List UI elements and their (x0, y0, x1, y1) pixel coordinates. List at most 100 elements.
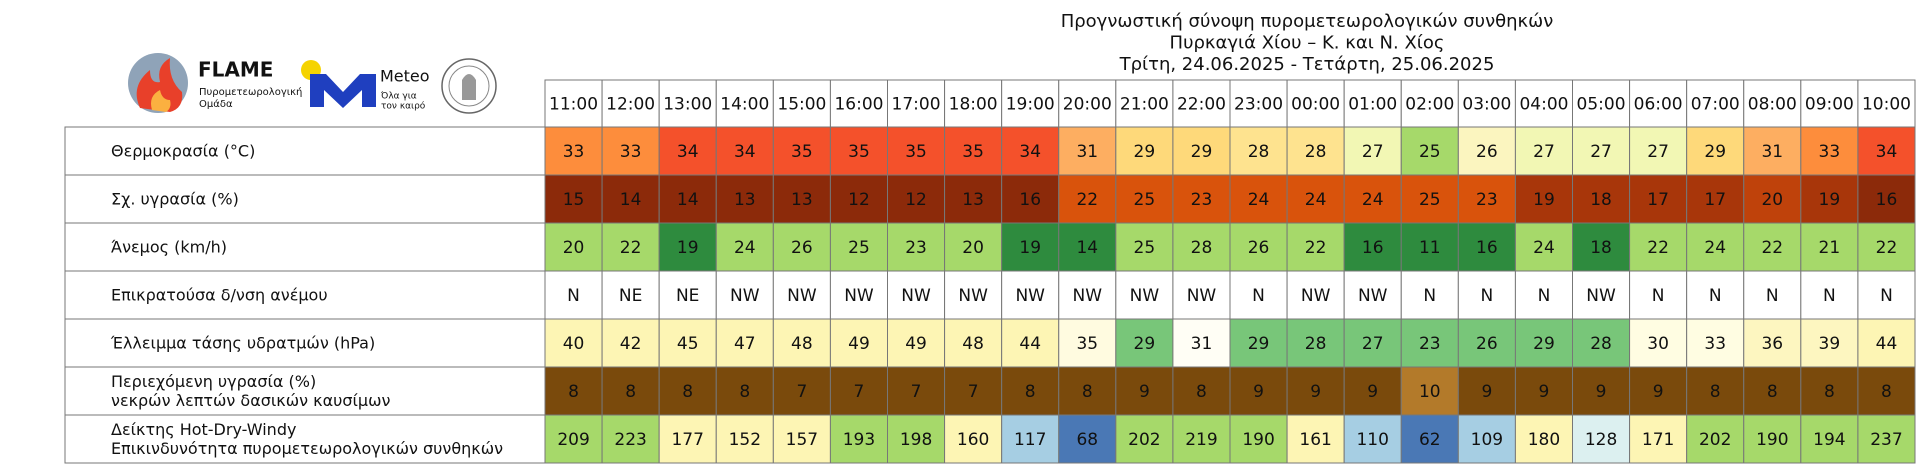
cell-value: 237 (1870, 430, 1902, 450)
cell-value: 7 (968, 382, 979, 402)
cell-value: 23 (905, 238, 927, 258)
row-label-cell (64, 270, 546, 320)
value-cell (887, 222, 946, 272)
cell-value: 24 (734, 238, 756, 258)
meteo-sub: τον καιρό (381, 101, 426, 112)
value-cell (1629, 222, 1688, 272)
value-cell (1400, 174, 1459, 224)
cell-value: 8 (682, 382, 693, 402)
cell-value: 9 (1539, 382, 1550, 402)
cell-value: NW (844, 286, 874, 306)
hour-cell (658, 79, 717, 128)
cell-value: 193 (843, 430, 875, 450)
cell-value: 19 (1819, 190, 1841, 210)
value-cell (1572, 414, 1631, 464)
value-cell (1058, 366, 1117, 416)
value-cell (658, 366, 717, 416)
cell-value: 62 (1419, 430, 1441, 450)
row-label-cell (64, 414, 546, 464)
meteo-sub: Όλα για (380, 91, 417, 102)
cell-value: 35 (905, 142, 927, 162)
hour-cell (1857, 79, 1916, 128)
seal (441, 58, 497, 114)
cell-value: 23 (1419, 334, 1441, 354)
cell-value: 9 (1481, 382, 1492, 402)
value-cell (1286, 366, 1345, 416)
cell-value: 25 (1419, 142, 1441, 162)
cell-value: NW (901, 286, 931, 306)
cell-value: 177 (671, 430, 703, 450)
flame-sub: Πυρομετεωρολογική (199, 86, 302, 98)
value-cell (544, 414, 603, 464)
cell-value: N (1880, 286, 1893, 306)
value-cell (1743, 366, 1802, 416)
cell-value: 68 (1076, 430, 1098, 450)
cell-value: 9 (1139, 382, 1150, 402)
cell-value: NW (1073, 286, 1103, 306)
cell-value: 36 (1761, 334, 1783, 354)
hour-cell (1115, 79, 1174, 128)
value-cell (658, 174, 717, 224)
cell-value: 161 (1299, 430, 1331, 450)
value-cell (772, 318, 831, 368)
cell-value: 152 (729, 430, 761, 450)
value-cell (1286, 414, 1345, 464)
cell-value: 7 (854, 382, 865, 402)
cell-value: 12 (905, 190, 927, 210)
cell-value: NW (958, 286, 988, 306)
cell-value: 47 (734, 334, 756, 354)
cell-value: 15 (563, 190, 585, 210)
cell-value: 27 (1362, 142, 1384, 162)
value-cell (1572, 270, 1631, 320)
hour-cell (1514, 79, 1573, 128)
row-label: Δείκτης Hot-Dry-Windy (111, 420, 296, 439)
cell-value: 25 (1134, 238, 1156, 258)
hour-label: 17:00 (892, 95, 941, 115)
value-cell (829, 414, 889, 464)
cell-value: 157 (786, 430, 818, 450)
value-cell (1686, 222, 1745, 272)
value-cell (544, 270, 603, 320)
value-cell (1229, 366, 1288, 416)
cell-value: 34 (677, 142, 699, 162)
cell-value: 22 (1305, 238, 1327, 258)
row-label: Σχ. υγρασία (%) (111, 190, 239, 209)
value-cell (829, 270, 889, 320)
value-cell (1001, 366, 1060, 416)
value-cell (1286, 126, 1345, 176)
hour-cell (1457, 79, 1516, 128)
cell-value: 8 (1025, 382, 1036, 402)
cell-value: 31 (1076, 142, 1098, 162)
cell-value: 194 (1813, 430, 1845, 450)
value-cell (1572, 126, 1631, 176)
cell-value: 25 (848, 238, 870, 258)
cell-value: N (1766, 286, 1779, 306)
value-cell (1400, 270, 1459, 320)
cell-value: 23 (1476, 190, 1498, 210)
hour-label: 06:00 (1634, 95, 1683, 115)
cell-value: 109 (1471, 430, 1503, 450)
cell-value: 33 (1819, 142, 1841, 162)
cell-value: N (1709, 286, 1722, 306)
hour-label: 22:00 (1177, 95, 1226, 115)
row-label: Περιεχόμενη υγρασία (%) (111, 372, 316, 391)
cell-value: NW (1301, 286, 1331, 306)
value-cell (1286, 270, 1345, 320)
value-cell (1686, 126, 1745, 176)
flame-name: FLAME (198, 58, 273, 82)
hour-label: 00:00 (1291, 95, 1340, 115)
cell-value: 23 (1191, 190, 1213, 210)
cell-value: 22 (1761, 238, 1783, 258)
hour-label: 05:00 (1577, 95, 1626, 115)
cell-value: 20 (962, 238, 984, 258)
hour-label: 04:00 (1519, 95, 1568, 115)
cell-value: 35 (791, 142, 813, 162)
cell-value: 28 (1305, 334, 1327, 354)
value-cell (658, 270, 717, 320)
cell-value: 48 (791, 334, 813, 354)
value-cell (1286, 222, 1345, 272)
cell-value: 29 (1134, 334, 1156, 354)
value-cell (1514, 174, 1573, 224)
cell-value: 31 (1761, 142, 1783, 162)
hour-cell (772, 79, 831, 128)
